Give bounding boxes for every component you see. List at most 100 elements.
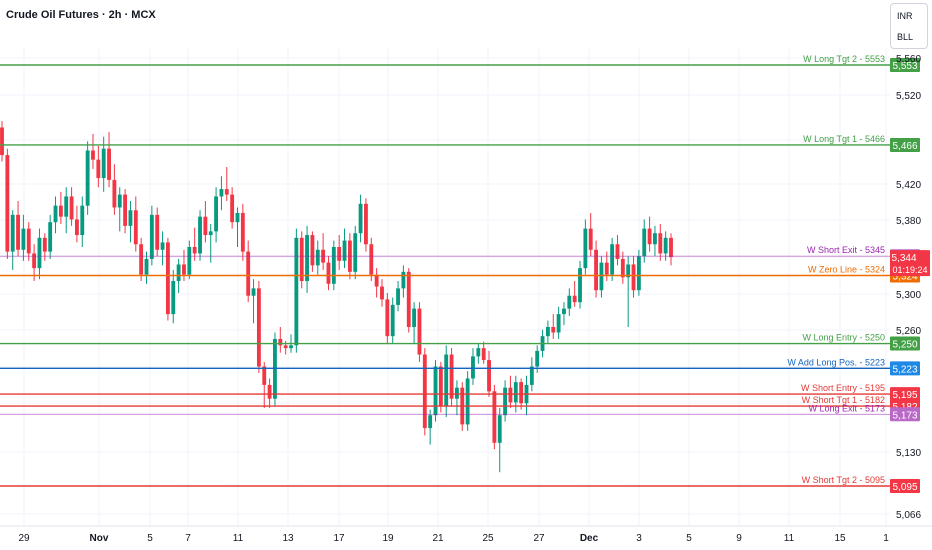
candle-body (626, 264, 631, 278)
level-label: W Long Entry - 5250 (802, 333, 885, 343)
candle-body (422, 354, 427, 429)
x-tick-label: 3 (636, 533, 642, 544)
candle-body (658, 233, 663, 254)
candle-body (16, 214, 20, 250)
candle-body (187, 247, 192, 275)
candle-body (390, 304, 395, 337)
x-tick-label: Dec (580, 533, 599, 544)
level-price-tag (890, 336, 920, 351)
level-label: W Short Entry - 5195 (801, 383, 885, 393)
candle-body (572, 295, 577, 303)
candle-body (91, 150, 95, 160)
candle-body (497, 415, 502, 443)
x-tick-label: 11 (784, 533, 795, 544)
candles (0, 121, 673, 473)
candle-body (578, 268, 582, 303)
candle-body (256, 288, 261, 367)
candle-body (53, 205, 58, 223)
candle-body (588, 228, 593, 250)
level-label: W Short Exit - 5345 (807, 245, 885, 255)
x-tick-label: 15 (834, 533, 846, 544)
y-tick-label: 5,130 (896, 448, 921, 459)
candle-body (58, 205, 63, 217)
x-tick-label: 5 (147, 533, 153, 544)
currency-bottom-label: BLL (897, 32, 914, 42)
candle-body (663, 237, 668, 254)
candle-body (669, 237, 673, 258)
candle-body (69, 196, 74, 220)
candle-body (604, 262, 609, 275)
candle-body (123, 194, 128, 226)
x-tick-label: 25 (482, 533, 494, 544)
candle-body (647, 228, 652, 245)
candle-body (353, 233, 358, 272)
candle-body (642, 228, 647, 257)
level-price-tag-label: 5,223 (892, 364, 917, 375)
candle-body (342, 240, 347, 261)
candle-body (107, 148, 111, 180)
candle-body (444, 354, 449, 407)
y-tick-label: 5,420 (896, 180, 921, 191)
candle-body (267, 384, 272, 399)
candle-body (364, 203, 368, 245)
level-price-tag-label: 5,095 (892, 482, 917, 493)
candle-body (310, 235, 315, 266)
candle-body (492, 391, 497, 443)
candle-body (26, 228, 31, 254)
x-tick-label: 11 (233, 533, 244, 544)
level-price-tag (890, 387, 920, 402)
candle-body (246, 251, 251, 296)
candle-body (182, 264, 186, 275)
x-tick-label: 29 (18, 533, 30, 544)
currency-selector[interactable]: INR BLL (890, 3, 928, 49)
candle-body (198, 216, 202, 254)
candle-body (636, 256, 641, 291)
candle-body (235, 212, 240, 223)
x-tick-label: Nov (90, 533, 109, 544)
level-price-tag (890, 407, 920, 422)
level-price-tag (890, 361, 920, 376)
candle-body (32, 253, 37, 269)
level-price-tag-label: 5,195 (892, 390, 917, 401)
candle-body (160, 242, 165, 250)
candle-body (203, 216, 208, 236)
chart-title: Crude Oil Futures · 2h · MCX (6, 9, 156, 21)
candle-body (562, 308, 566, 315)
candle-body (10, 214, 15, 252)
candle-body (465, 378, 470, 425)
level-price-tag-label: 5,173 (892, 410, 917, 421)
candle-body (5, 155, 10, 252)
candle-body (433, 366, 438, 416)
level-label: W Short Tgt 1 - 5182 (802, 395, 885, 405)
current-price-tag (890, 250, 930, 277)
candle-body (96, 159, 101, 179)
x-tick-label: 1 (883, 533, 889, 544)
candle-body (385, 299, 390, 337)
level-label: W Long Tgt 1 - 5466 (803, 134, 885, 144)
y-tick-label: 5,300 (896, 290, 921, 301)
level-label: W Long Tgt 2 - 5553 (803, 54, 885, 64)
candle-body (214, 196, 219, 232)
candle-body (331, 247, 336, 284)
candle-body (567, 295, 572, 309)
level-label: W Add Long Pos. - 5223 (787, 357, 885, 367)
candle-body (551, 326, 556, 333)
candle-body (326, 262, 331, 284)
y-tick-label: 5,380 (896, 216, 921, 227)
candle-body (620, 258, 625, 278)
x-tick-label: 19 (382, 533, 394, 544)
candle-body (101, 148, 106, 179)
candle-body (48, 222, 53, 252)
x-tick-label: 27 (533, 533, 545, 544)
level-price-tag-label: 5,553 (892, 61, 917, 72)
candle-body (396, 288, 400, 305)
candle-body (412, 308, 417, 327)
candle-body (139, 244, 144, 275)
currency-top-label: INR (897, 11, 913, 21)
candle-body (481, 348, 486, 361)
candle-body (374, 274, 379, 287)
level-price-tag-label: 5,466 (892, 141, 917, 152)
x-tick-label: 9 (736, 533, 742, 544)
candle-body (230, 194, 235, 223)
